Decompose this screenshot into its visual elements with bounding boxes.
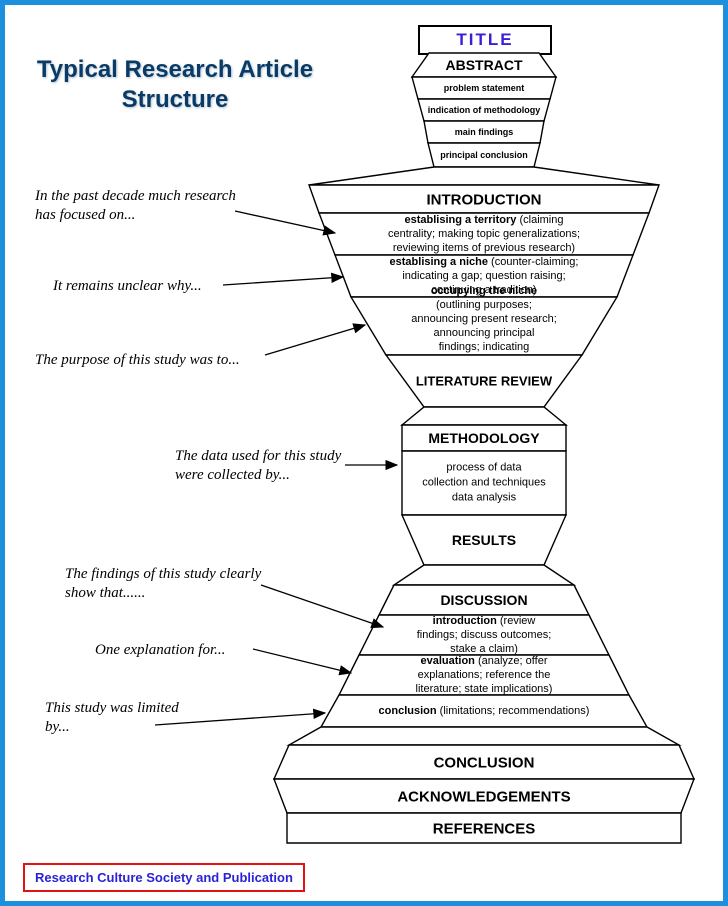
- segment-label-abstract-1: problem statement: [444, 83, 525, 93]
- annotation-a2: It remains unclear why...: [53, 277, 253, 296]
- segment-label-abstract-2: indication of methodology: [428, 105, 541, 115]
- segment-label-methodology-h: METHODOLOGY: [428, 430, 540, 446]
- segment-text-intro-3: announcing present research;: [411, 313, 557, 325]
- segment-label-abstract-3: main findings: [455, 127, 514, 137]
- segment-text-disc-2: literature; state implications): [416, 683, 553, 695]
- annotation-a7: This study was limited by...: [45, 699, 195, 737]
- segment-text-disc-1: findings; discuss outcomes;: [417, 629, 552, 641]
- segment-text-intro-2: establising a niche (counter-claiming;: [390, 256, 579, 268]
- segment-text-disc-3: conclusion (limitations; recommendations…: [379, 705, 590, 717]
- segment-label-litrev: LITERATURE REVIEW: [416, 374, 553, 389]
- annotation-a6: One explanation for...: [95, 641, 295, 660]
- segment-intro-shoulder: [309, 167, 659, 185]
- segment-label-abstract-4: principal conclusion: [440, 150, 528, 160]
- segment-text-intro-2: indicating a gap; question raising;: [402, 270, 565, 282]
- credit-text: Research Culture Society and Publication: [35, 870, 293, 885]
- segment-text-intro-3: (outlining purposes;: [436, 299, 532, 311]
- segment-label-discussion-h: DISCUSSION: [440, 592, 527, 608]
- annotation-a5: The findings of this study clearly show …: [65, 565, 275, 603]
- segment-neck-top: [402, 407, 566, 425]
- segment-label-abstract-head: ABSTRACT: [446, 57, 523, 73]
- segment-label-results: RESULTS: [452, 532, 516, 548]
- segment-block-methodology-b: process of data: [446, 461, 522, 473]
- segment-text-disc-1: introduction (review: [433, 615, 536, 627]
- segment-text-intro-1: establising a territory (claiming: [405, 214, 564, 226]
- segment-label-conclusion: CONCLUSION: [434, 754, 535, 771]
- annotation-arrow-a5: [261, 585, 383, 627]
- segment-block-methodology-b: data analysis: [452, 491, 517, 503]
- annotation-a3: The purpose of this study was to...: [35, 351, 285, 370]
- segment-text-intro-3: findings; indicating: [439, 341, 530, 353]
- segment-block-methodology-b: collection and techniques: [422, 476, 546, 488]
- segment-label-ack: ACKNOWLEDGEMENTS: [397, 788, 570, 805]
- annotation-a1: In the past decade much research has foc…: [35, 187, 245, 225]
- segment-label-intro-head: INTRODUCTION: [427, 191, 542, 208]
- diagram-frame: Typical Research Article Structure TITLE…: [0, 0, 728, 906]
- segment-text-disc-2: evaluation (analyze; offer: [421, 655, 548, 667]
- segment-text-intro-3: occupying the niche: [431, 285, 537, 297]
- hourglass-diagram: ABSTRACT problem statement indication of m…: [5, 5, 728, 906]
- segment-text-disc-1: stake a claim): [450, 643, 518, 655]
- segment-neck-bot: [394, 565, 574, 585]
- segment-disc-shoulder: [289, 727, 679, 745]
- segment-text-disc-2: explanations; reference the: [418, 669, 551, 681]
- segment-label-ref: REFERENCES: [433, 820, 536, 837]
- segment-text-intro-1: reviewing items of previous research): [393, 242, 575, 254]
- segment-text-intro-3: announcing principal: [434, 327, 535, 339]
- annotation-a4: The data used for this study were collec…: [175, 447, 355, 485]
- credit-box: Research Culture Society and Publication: [23, 863, 305, 892]
- segment-text-intro-1: centrality; making topic generalizations…: [388, 228, 580, 240]
